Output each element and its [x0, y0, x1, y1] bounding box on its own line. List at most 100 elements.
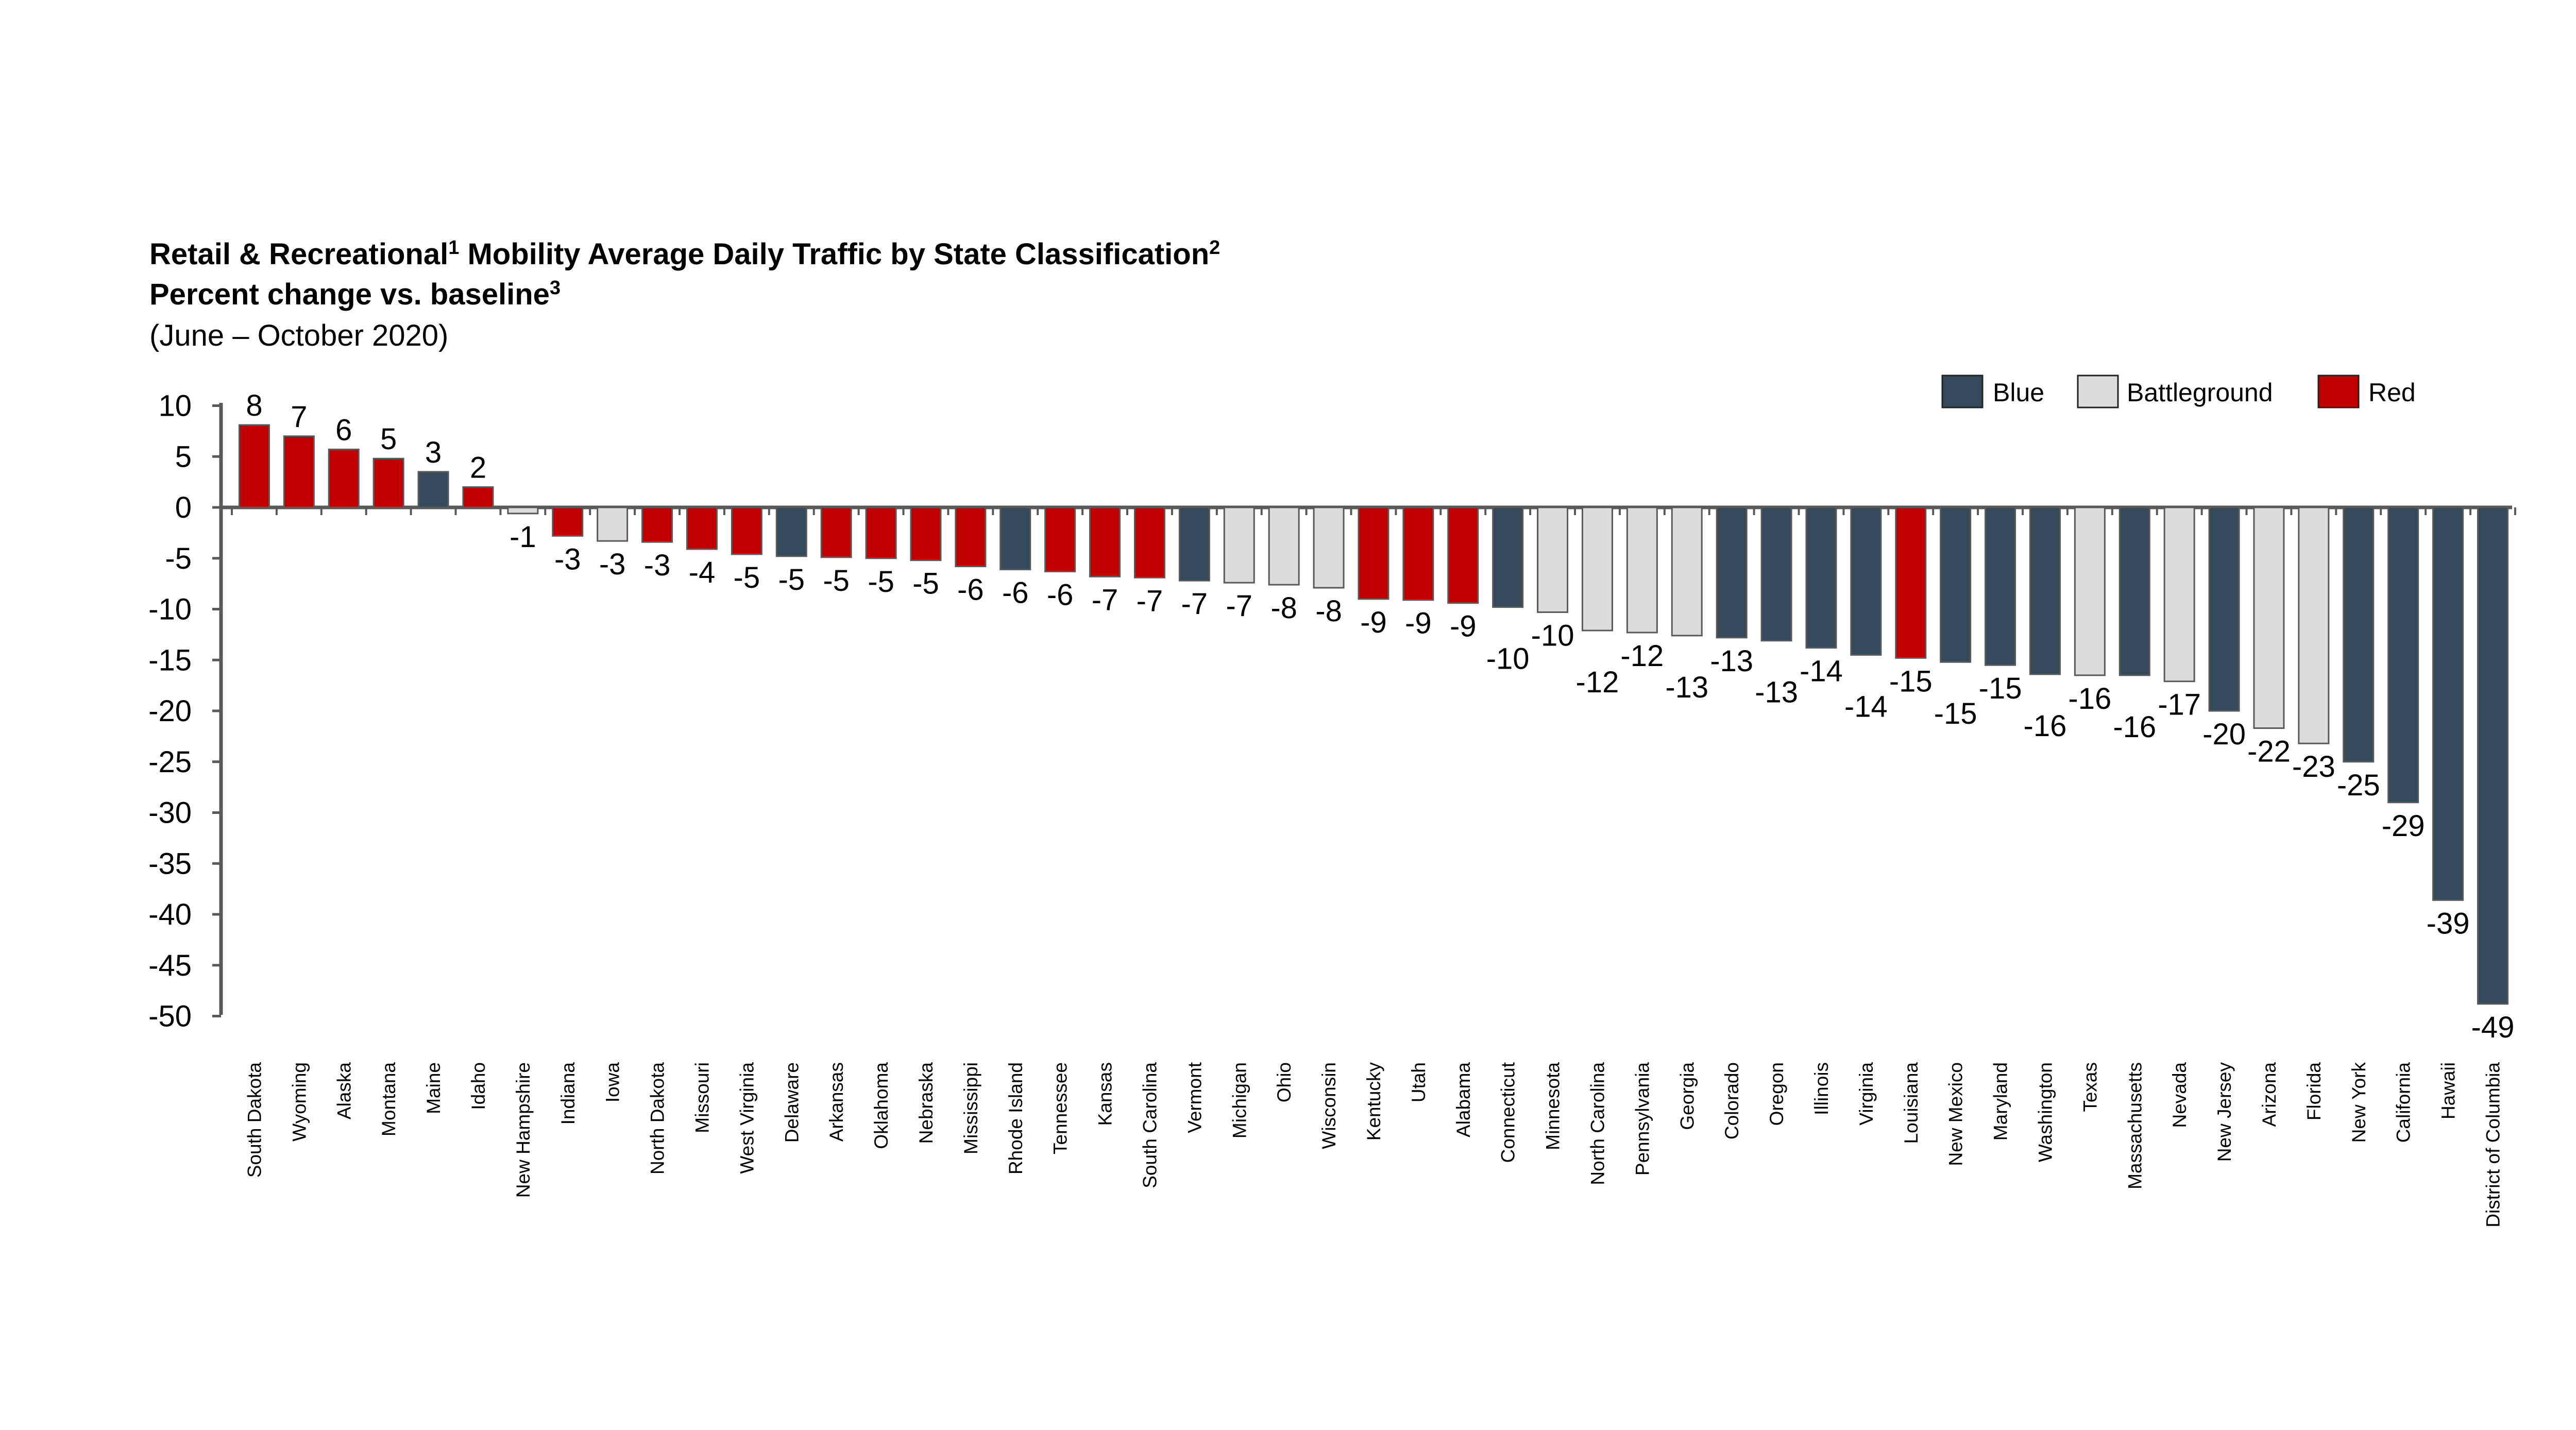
bar [1178, 506, 1210, 582]
y-tick-label: -20 [148, 694, 192, 728]
x-category-label: South Carolina [1139, 1062, 1160, 1188]
data-label: -39 [2427, 907, 2470, 940]
bar [1581, 506, 1613, 632]
y-axis-ticks: 10 5 0 -5 -10 -15 -20 -25 -30 -35 -40 -45 -50 [148, 389, 221, 1033]
data-label: 8 [246, 389, 262, 422]
x-category-label: North Carolina [1587, 1062, 1608, 1185]
x-category-label: Nebraska [916, 1062, 937, 1144]
data-label: 3 [425, 436, 442, 469]
x-category-label: Alaska [333, 1062, 354, 1119]
bar [2029, 506, 2061, 675]
bar [1895, 506, 1927, 659]
data-label: -5 [778, 563, 805, 597]
x-category-label: Arkansas [826, 1062, 847, 1142]
x-category-label: Virginia [1856, 1062, 1877, 1126]
data-label: -7 [1137, 584, 1163, 618]
bar [1089, 506, 1121, 577]
bar [1223, 506, 1255, 584]
data-label: -14 [1800, 655, 1843, 688]
data-label: -9 [1360, 606, 1387, 639]
x-category-label: Maryland [1990, 1062, 2011, 1140]
data-label: -14 [1844, 690, 1888, 723]
x-category-label: Alabama [1453, 1062, 1474, 1137]
data-label: 7 [291, 400, 307, 434]
data-label: -13 [1710, 644, 1753, 678]
bar [2119, 506, 2150, 676]
bar [372, 457, 404, 508]
x-category-label: Minnesota [1543, 1062, 1564, 1150]
bar [1447, 506, 1479, 604]
data-label: -12 [1576, 666, 1619, 699]
data-label: -6 [1002, 576, 1029, 609]
bar [955, 506, 987, 568]
x-category-label: Michigan [1229, 1062, 1250, 1138]
chart-title: Retail & Recreational1 Mobility Average … [149, 237, 1220, 271]
legend-label-blue: Blue [1993, 378, 2044, 407]
x-category-label: New York [2348, 1062, 2369, 1143]
chart-date-range: (June – October 2020) [149, 319, 448, 352]
bars-group [238, 424, 2509, 1005]
data-label: -29 [2382, 809, 2425, 843]
x-category-label: Vermont [1184, 1062, 1205, 1133]
bar [597, 506, 629, 542]
data-label: -3 [599, 548, 626, 581]
y-tick-label: -40 [148, 898, 192, 931]
x-category-label: Arizona [2259, 1062, 2280, 1127]
x-category-label: Texas [2079, 1062, 2100, 1112]
bar [1940, 506, 1972, 663]
bar [999, 506, 1031, 570]
data-label: -4 [689, 556, 716, 589]
x-category-label: Georgia [1676, 1062, 1698, 1130]
x-category-label: Wisconsin [1318, 1062, 1340, 1149]
bar [1716, 506, 1748, 639]
x-category-label: Illinois [1811, 1062, 1832, 1115]
bar [2387, 506, 2419, 804]
data-label: -8 [1315, 594, 1342, 628]
y-tick-label: -10 [148, 593, 192, 626]
x-category-label: Ohio [1274, 1062, 1295, 1102]
y-tick-label: 0 [175, 491, 192, 524]
bar [865, 506, 897, 559]
x-category-label: Rhode Island [1005, 1062, 1026, 1174]
x-category-label: West Virginia [736, 1062, 757, 1174]
y-tick-label: -5 [165, 542, 192, 575]
bar [1760, 506, 1792, 642]
data-label: -9 [1450, 610, 1477, 643]
bar [910, 506, 942, 561]
x-category-label: Washington [2035, 1062, 2056, 1162]
y-tick-label: -25 [148, 745, 192, 779]
data-label: -12 [1620, 639, 1664, 673]
data-label: -16 [2024, 709, 2067, 743]
bar [1402, 506, 1434, 601]
bar [462, 486, 494, 508]
bar [2253, 506, 2285, 729]
bar [1133, 506, 1165, 578]
data-label: -10 [1531, 619, 1574, 652]
y-tick-label: -35 [148, 847, 192, 880]
x-category-label: Colorado [1721, 1062, 1742, 1139]
legend-swatch-blue [1941, 374, 1984, 408]
y-tick-label: -45 [148, 949, 192, 982]
data-label: -15 [1979, 672, 2022, 705]
data-label: -13 [1755, 676, 1798, 709]
data-label: 6 [335, 413, 352, 447]
data-label: -49 [2471, 1011, 2515, 1044]
x-category-label: District of Columbia [2482, 1062, 2503, 1228]
data-label: -7 [1092, 583, 1118, 617]
bar [686, 506, 718, 550]
bar [1985, 506, 2016, 666]
bar [1805, 506, 1837, 649]
x-category-label: California [2393, 1062, 2414, 1143]
data-label: -9 [1405, 607, 1432, 640]
x-category-label: Kansas [1095, 1062, 1116, 1126]
data-label: -6 [957, 573, 984, 607]
bar [2477, 506, 2509, 1005]
x-category-label: Maine [423, 1062, 444, 1114]
data-label: -17 [2158, 688, 2201, 722]
bar [1044, 506, 1076, 572]
data-label: -15 [1889, 665, 1933, 698]
bar [507, 506, 539, 515]
bar [2343, 506, 2375, 763]
data-label: -7 [1226, 589, 1252, 623]
data-label: -23 [2292, 750, 2335, 784]
